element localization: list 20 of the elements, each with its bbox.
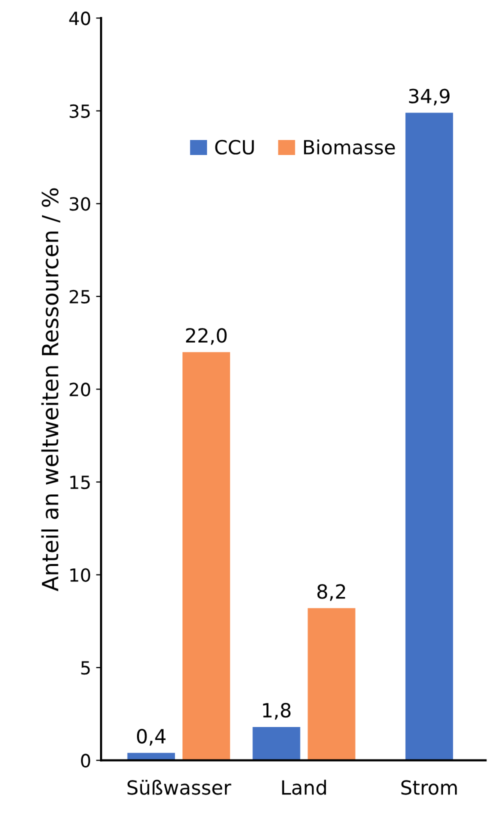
data-label: 0,4 (136, 728, 166, 746)
data-label: 1,8 (263, 702, 291, 720)
y-tick-label: 35 (70, 104, 90, 118)
y-axis-title: Anteil an weltweiten Ressourcen / % (41, 188, 60, 592)
y-tick-label: 20 (70, 382, 90, 396)
y-tick-label: 5 (81, 661, 90, 675)
y-tick-label: 0 (81, 754, 90, 768)
legend-label: Biomasse (304, 140, 395, 155)
x-tick-label: Süßwasser (128, 780, 232, 795)
x-tick-label: Strom (401, 780, 457, 795)
y-tick-label: 30 (70, 197, 90, 211)
y-tick-label: 15 (70, 476, 90, 490)
y-tick-label: 40 (69, 12, 90, 26)
data-label: 22,0 (186, 328, 227, 345)
y-tick-label: 10 (70, 568, 90, 582)
y-tick-label: 25 (70, 290, 90, 304)
data-label: 34,9 (409, 88, 450, 106)
legend-label: CCU (215, 140, 254, 155)
data-label: 8,2 (317, 584, 346, 601)
x-tick-label: Land (282, 780, 326, 795)
